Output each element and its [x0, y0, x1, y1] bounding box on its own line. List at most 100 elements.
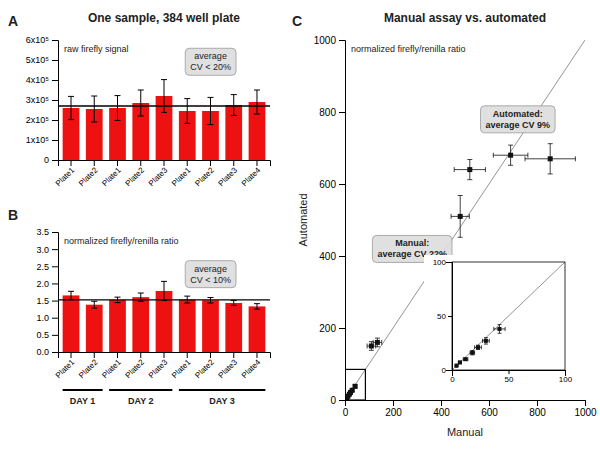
error-cap: [231, 94, 237, 95]
error-cap: [497, 333, 501, 334]
tick: 2.0: [36, 279, 58, 289]
plot-marks: [452, 262, 565, 370]
annotation-line: Manual:: [395, 238, 429, 248]
tick-mark: [448, 370, 452, 371]
tick-mark: [339, 256, 345, 257]
tick-label: 1.5: [36, 296, 49, 306]
panel-label: B: [8, 207, 18, 223]
tick: 400: [433, 400, 450, 418]
tick: Plate2: [193, 352, 216, 380]
tick-label: Plate2: [124, 357, 147, 380]
tick: Plate2: [77, 160, 100, 188]
tick-mark: [52, 120, 58, 121]
tick-label: Plate4: [240, 165, 263, 188]
group-line: [109, 389, 172, 391]
annotation-line: average CV 9%: [486, 120, 551, 130]
point: [508, 153, 513, 158]
tick-mark: [509, 370, 510, 374]
tick-mark: [164, 352, 165, 358]
error-bars: [455, 325, 506, 368]
plot-marks: [58, 281, 270, 352]
tick-mark: [448, 316, 452, 317]
error-cap: [138, 116, 144, 117]
identity-line: [452, 262, 565, 370]
error-cap: [115, 95, 121, 96]
tick-label: 0: [343, 407, 349, 418]
tick-label: 2.5: [36, 262, 49, 272]
tick: Plate4: [240, 160, 263, 188]
error-cap-x: [485, 167, 486, 172]
error-cap: [497, 324, 501, 325]
error-cap: [369, 350, 374, 351]
error-cap: [458, 195, 463, 196]
tick: 600: [481, 400, 498, 418]
error-bar: [94, 301, 95, 308]
tick-mark: [339, 40, 345, 41]
tick-label: 0: [44, 155, 49, 165]
title: Manual assay vs. automated: [384, 11, 546, 25]
bar: [202, 300, 219, 352]
tick-label: 50: [505, 375, 514, 384]
tick-mark: [489, 400, 490, 406]
error-cap-x: [367, 344, 368, 349]
error-cap-x: [489, 339, 490, 343]
tick-label: 3.0: [36, 245, 49, 255]
annotation-line: average: [194, 51, 227, 61]
tick-mark: [339, 400, 345, 401]
tick-mark: [233, 160, 234, 166]
bar: [63, 295, 80, 352]
x-axis: 0 50 100: [450, 370, 572, 384]
background: [0, 0, 600, 453]
error-bar: [94, 96, 95, 122]
tick: 1000: [314, 35, 345, 46]
tick-label: 0.0: [36, 347, 49, 357]
x-axis-line: [59, 353, 271, 359]
tick: 2.5: [36, 262, 58, 272]
tick: Plate2: [193, 160, 216, 188]
tick-label: 0: [330, 395, 336, 406]
error-cap: [375, 346, 380, 347]
tick-mark: [94, 160, 95, 166]
error-cap-x: [525, 156, 526, 161]
tick-label: 200: [385, 407, 402, 418]
point: [484, 339, 488, 343]
tick-mark: [210, 352, 211, 358]
x-axis-title: Manual: [447, 426, 483, 438]
point: [375, 340, 380, 345]
tick-mark: [585, 400, 586, 406]
inset-frame: [452, 262, 565, 370]
point: [470, 351, 474, 355]
y-axis: 050100: [433, 258, 453, 375]
tick-label: 400: [319, 251, 336, 262]
tick-mark: [233, 352, 234, 358]
tick-label: Plate3: [147, 165, 170, 188]
panel-subtitle: normalized firefly/renilla ratio: [64, 236, 179, 246]
tick-label: Plate3: [147, 357, 170, 380]
tick-label: 1000: [574, 407, 597, 418]
tick-label: 0: [450, 375, 455, 384]
plot-marks: [345, 40, 585, 400]
error-cap-x: [575, 156, 576, 161]
y-axis-line: [52, 233, 59, 353]
error-cap: [184, 302, 190, 303]
tick-mark: [452, 370, 453, 374]
tick-mark: [187, 352, 188, 358]
tick-mark: [117, 352, 118, 358]
tick-label: 0: [442, 366, 447, 375]
tick: Plate1: [100, 160, 123, 188]
error-cap: [254, 309, 260, 310]
tick-mark: [339, 112, 345, 113]
y-axis: 01x10⁵2x10⁵3x10⁵4x10⁵5x10⁵6x10⁵: [26, 35, 59, 165]
tick: Plate1: [170, 160, 193, 188]
tick: 3.5: [36, 227, 58, 237]
annotation-line: average: [194, 264, 227, 274]
y-axis: 02004006008001000: [314, 35, 346, 406]
tick-label: Plate3: [217, 165, 240, 188]
error-bar: [164, 281, 165, 300]
tick-label: Plate1: [100, 357, 123, 380]
category-groups: DAY 1DAY 2DAY 3: [63, 390, 266, 406]
tick-label: 100: [559, 375, 573, 384]
annotation-box: [481, 106, 556, 133]
error-cap: [458, 237, 463, 238]
tick-label: 2x10⁵: [26, 115, 50, 125]
